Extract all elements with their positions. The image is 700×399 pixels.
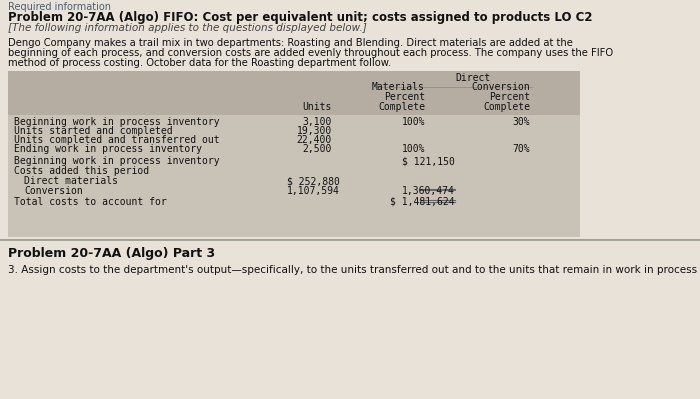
Bar (8, 71, 580, 115)
Text: Direct: Direct (455, 73, 490, 83)
Text: Total costs to account for: Total costs to account for (14, 197, 167, 207)
Text: Costs added this period: Costs added this period (14, 166, 149, 176)
Text: 30%: 30% (512, 117, 530, 127)
Text: 1,360,474: 1,360,474 (402, 186, 455, 196)
Text: Units completed and transferred out: Units completed and transferred out (14, 135, 220, 145)
Text: Complete: Complete (483, 102, 530, 112)
Bar (0, 240, 700, 399)
Text: Materials: Materials (372, 82, 425, 92)
Text: Units started and completed: Units started and completed (14, 126, 173, 136)
Text: Units: Units (302, 102, 332, 112)
Text: 22,400: 22,400 (297, 135, 332, 145)
Text: 100%: 100% (402, 144, 425, 154)
Text: $ 252,880: $ 252,880 (287, 176, 340, 186)
Text: 1,107,594: 1,107,594 (287, 186, 340, 196)
Text: Required information: Required information (8, 2, 111, 12)
Text: [The following information applies to the questions displayed below.]: [The following information applies to th… (8, 23, 367, 33)
Text: Complete: Complete (378, 102, 425, 112)
Text: Problem 20-7AA (Algo) FIFO: Cost per equivalent unit; costs assigned to products: Problem 20-7AA (Algo) FIFO: Cost per equ… (8, 11, 592, 24)
Text: Conversion: Conversion (24, 186, 83, 196)
Text: Problem 20-7AA (Algo) Part 3: Problem 20-7AA (Algo) Part 3 (8, 247, 215, 260)
Text: Percent: Percent (489, 92, 530, 102)
Text: 3,100: 3,100 (302, 117, 332, 127)
Text: method of process costing. October data for the Roasting department follow.: method of process costing. October data … (8, 58, 391, 68)
Text: Percent: Percent (384, 92, 425, 102)
Text: 19,300: 19,300 (297, 126, 332, 136)
Text: $ 1,481,624: $ 1,481,624 (391, 197, 455, 207)
Text: 100%: 100% (402, 117, 425, 127)
Text: Direct materials: Direct materials (24, 176, 118, 186)
Text: Beginning work in process inventory: Beginning work in process inventory (14, 117, 220, 127)
Text: beginning of each process, and conversion costs are added evenly throughout each: beginning of each process, and conversio… (8, 48, 613, 58)
Text: Dengo Company makes a trail mix in two departments: Roasting and Blending. Direc: Dengo Company makes a trail mix in two d… (8, 38, 573, 48)
Bar (8, 71, 580, 237)
Text: 3. Assign costs to the department's output—specifically, to the units transferre: 3. Assign costs to the department's outp… (8, 265, 700, 275)
Text: Ending work in process inventory: Ending work in process inventory (14, 144, 202, 154)
Text: Conversion: Conversion (471, 82, 530, 92)
Text: $ 121,150: $ 121,150 (402, 156, 455, 166)
Bar (0, 0, 700, 239)
Text: Beginning work in process inventory: Beginning work in process inventory (14, 156, 220, 166)
Text: 70%: 70% (512, 144, 530, 154)
Text: 2,500: 2,500 (302, 144, 332, 154)
